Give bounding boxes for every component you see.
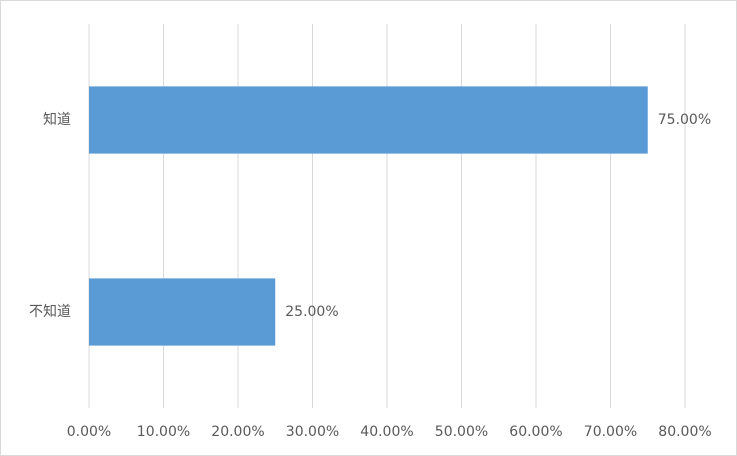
x-tick-label: 0.00% bbox=[67, 424, 111, 440]
x-tick-label: 80.00% bbox=[658, 424, 711, 440]
bar bbox=[89, 86, 648, 154]
x-tick-label: 70.00% bbox=[584, 424, 637, 440]
x-tick-label: 40.00% bbox=[360, 424, 413, 440]
x-tick-label: 20.00% bbox=[211, 424, 264, 440]
bar bbox=[89, 278, 276, 346]
x-tick-label: 10.00% bbox=[137, 424, 190, 440]
y-tick-label: 知道 bbox=[43, 111, 71, 128]
y-tick-label: 不知道 bbox=[29, 303, 71, 320]
data-label: 75.00% bbox=[658, 112, 711, 128]
x-tick-label: 60.00% bbox=[509, 424, 562, 440]
x-tick-label: 50.00% bbox=[435, 424, 488, 440]
x-tick-label: 30.00% bbox=[286, 424, 339, 440]
data-label: 25.00% bbox=[285, 304, 338, 320]
